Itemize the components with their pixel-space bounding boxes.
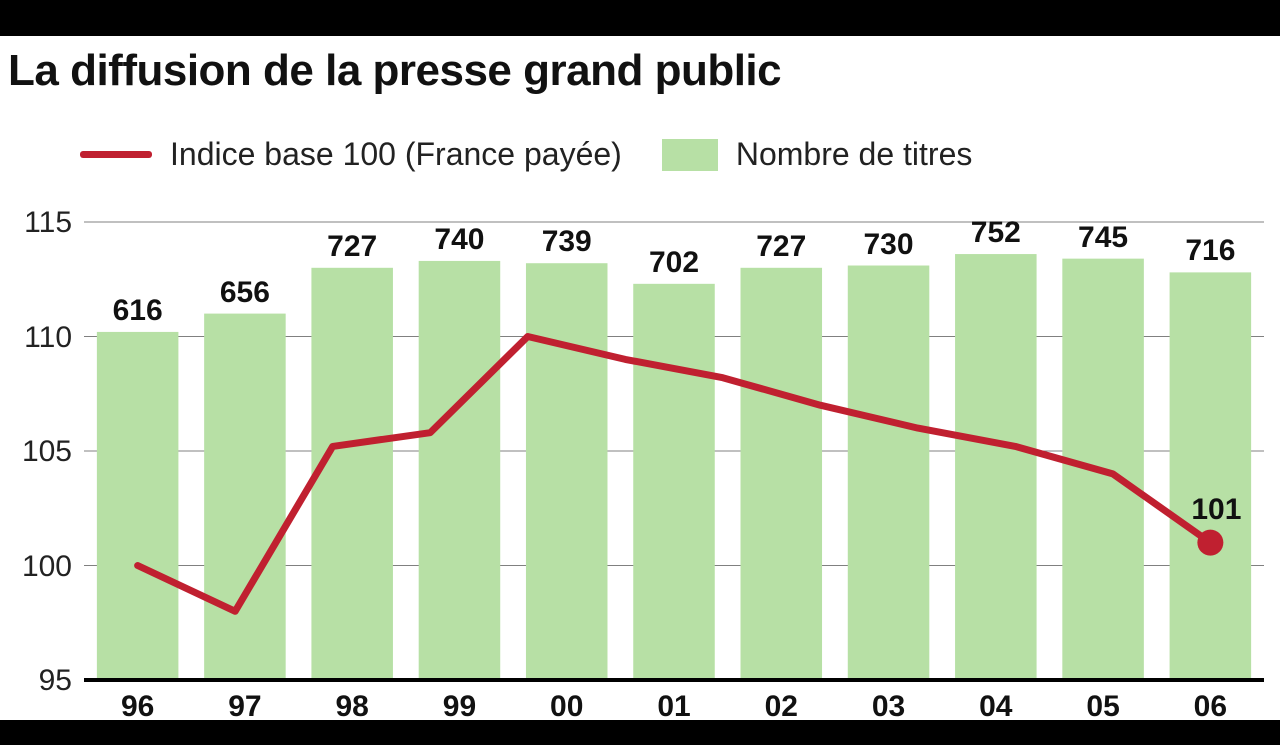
x-tick-label: 02 — [765, 690, 798, 724]
x-tick-label: 98 — [335, 690, 368, 724]
chart-title: La diffusion de la presse grand public — [8, 46, 781, 96]
bar-value-label: 702 — [649, 246, 699, 280]
bar-value-label: 745 — [1078, 221, 1128, 255]
legend-item-bar: Nombre de titres — [662, 136, 973, 173]
bar-value-label: 716 — [1185, 234, 1235, 268]
legend-line-swatch — [80, 151, 152, 158]
x-tick-label: 01 — [657, 690, 690, 724]
bar-value-label: 727 — [756, 230, 806, 264]
line-end-label: 101 — [1191, 493, 1241, 527]
legend-bar-swatch — [662, 139, 718, 171]
y-tick-label: 95 — [12, 664, 72, 698]
x-tick-label: 06 — [1194, 690, 1227, 724]
y-tick-label: 105 — [12, 435, 72, 469]
legend-line-label: Indice base 100 (France payée) — [170, 136, 622, 173]
legend: Indice base 100 (France payée) Nombre de… — [80, 136, 972, 173]
chart-area: 95 100 105 110 115 616 656 727 740 739 702 727 730 75… — [12, 206, 1272, 745]
bar-value-label: 752 — [971, 216, 1021, 250]
bar-value-label: 656 — [220, 276, 270, 310]
x-tick-label: 96 — [121, 690, 154, 724]
y-tick-label: 110 — [12, 321, 72, 355]
bar-value-label: 730 — [864, 228, 914, 262]
legend-item-line: Indice base 100 (France payée) — [80, 136, 622, 173]
x-tick-label: 00 — [550, 690, 583, 724]
legend-bar-label: Nombre de titres — [736, 136, 973, 173]
chart-svg — [12, 206, 1272, 740]
y-tick-label: 100 — [12, 550, 72, 584]
y-tick-label: 115 — [12, 206, 72, 240]
x-tick-label: 99 — [443, 690, 476, 724]
bar-value-label: 740 — [434, 223, 484, 257]
chart-panel: La diffusion de la presse grand public I… — [0, 36, 1280, 720]
bar-value-label: 727 — [327, 230, 377, 264]
x-tick-label: 04 — [979, 690, 1012, 724]
bar-value-label: 616 — [113, 294, 163, 328]
x-tick-label: 03 — [872, 690, 905, 724]
x-tick-label: 97 — [228, 690, 261, 724]
x-tick-label: 05 — [1086, 690, 1119, 724]
bar-value-label: 739 — [542, 225, 592, 259]
